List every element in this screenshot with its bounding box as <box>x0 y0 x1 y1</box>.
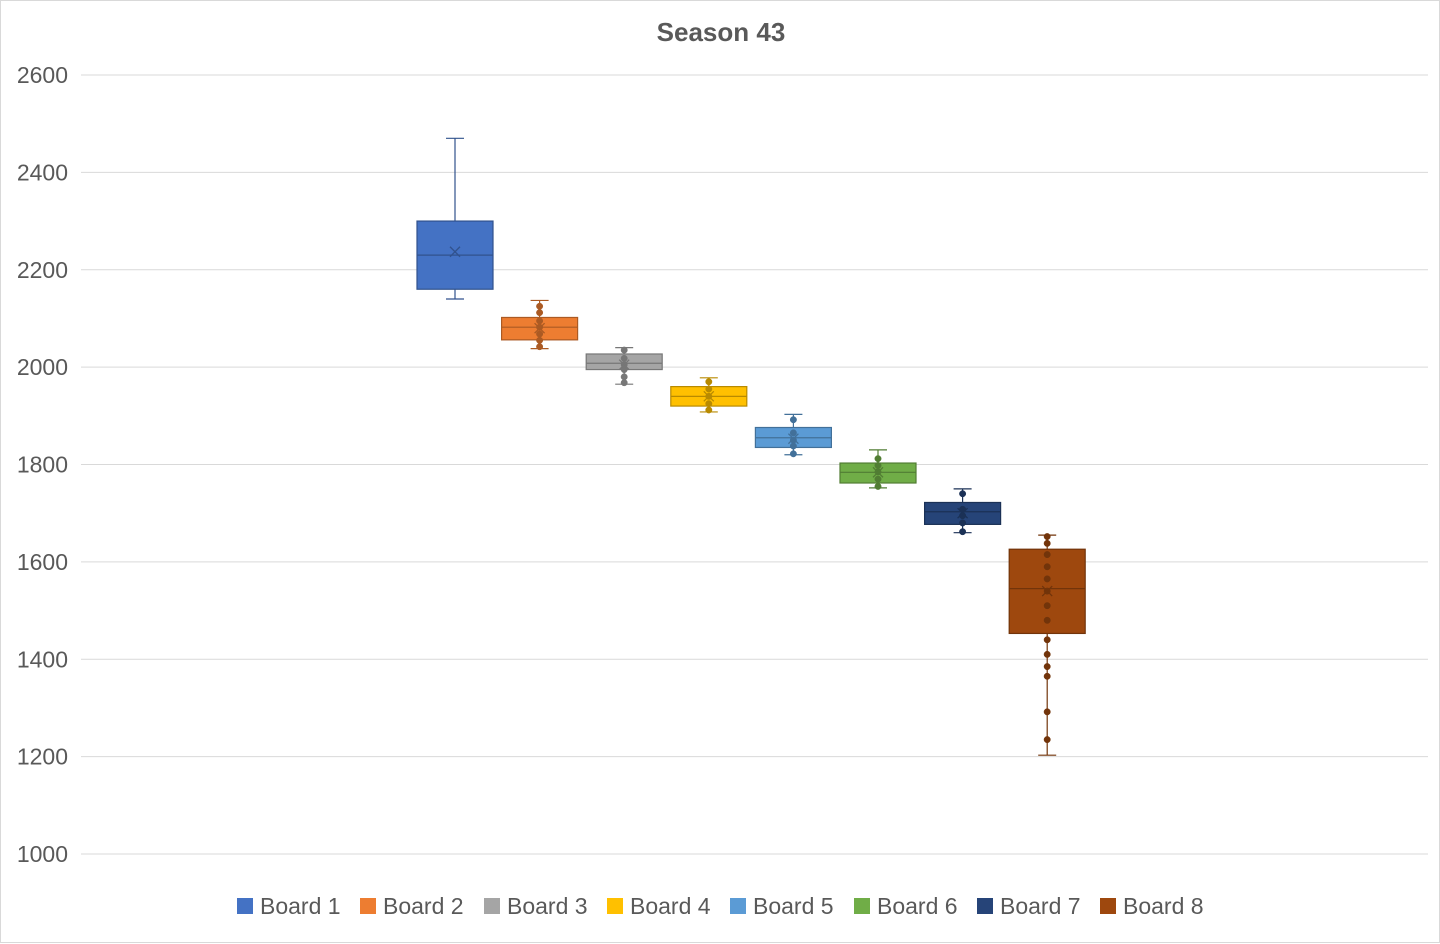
legend-item: Board 5 <box>730 893 834 919</box>
data-point <box>1043 551 1051 559</box>
data-point <box>1043 539 1051 547</box>
y-tick-label: 1400 <box>17 646 68 672</box>
data-point <box>1043 616 1051 624</box>
legend-label: Board 4 <box>630 893 711 919</box>
data-point <box>620 354 628 362</box>
legend-swatch <box>237 898 253 914</box>
data-point <box>1043 663 1051 671</box>
data-point <box>959 490 967 498</box>
data-point <box>536 323 544 331</box>
legend-swatch <box>607 898 623 914</box>
mean-marker <box>534 322 546 334</box>
mean-marker <box>957 507 969 519</box>
mean-marker <box>703 390 715 402</box>
box-series <box>585 346 663 387</box>
box-series <box>923 488 1002 536</box>
box-series <box>1008 533 1086 756</box>
legend-item: Board 8 <box>1100 893 1204 919</box>
data-point <box>536 302 544 310</box>
data-point <box>874 475 882 483</box>
legend-swatch <box>484 898 500 914</box>
data-point <box>1043 636 1051 644</box>
legend-swatch <box>977 898 993 914</box>
mean-marker <box>618 359 630 371</box>
data-point <box>1043 575 1051 583</box>
data-point <box>620 346 628 354</box>
data-point <box>705 385 713 393</box>
box-series <box>416 137 494 300</box>
box-series <box>839 449 917 490</box>
data-point <box>959 528 967 536</box>
y-tick-label: 1000 <box>17 841 68 867</box>
legend-label: Board 3 <box>507 893 588 919</box>
data-point <box>1043 650 1051 658</box>
data-point <box>536 317 544 325</box>
box-series <box>754 413 833 458</box>
data-point <box>536 336 544 344</box>
data-point <box>705 400 713 408</box>
data-point <box>536 309 544 317</box>
box-series <box>501 299 579 351</box>
data-point <box>789 436 797 444</box>
legend-swatch <box>854 898 870 914</box>
box-series-layer <box>416 137 1086 756</box>
data-point <box>874 462 882 469</box>
data-point <box>874 482 882 490</box>
legend-label: Board 7 <box>1000 893 1081 919</box>
data-point <box>1043 563 1051 571</box>
y-tick-label: 2200 <box>17 257 68 283</box>
legend-label: Board 8 <box>1123 893 1204 919</box>
legend-item: Board 6 <box>854 893 958 919</box>
data-point <box>620 373 628 381</box>
data-point <box>1043 672 1051 680</box>
data-point <box>874 455 882 463</box>
data-point <box>536 343 544 351</box>
data-point <box>789 442 797 450</box>
mean-marker <box>1041 585 1053 597</box>
data-point <box>1043 602 1051 610</box>
y-tick-label: 2000 <box>17 354 68 380</box>
data-point <box>1043 533 1051 541</box>
gridlines <box>81 74 1428 855</box>
data-point <box>959 519 967 527</box>
legend-label: Board 2 <box>383 893 464 919</box>
data-point <box>1043 708 1051 716</box>
box-series <box>670 377 748 414</box>
legend-swatch <box>360 898 376 914</box>
legend-item: Board 7 <box>977 893 1081 919</box>
data-point <box>705 378 713 386</box>
data-point <box>789 429 797 437</box>
legend-label: Board 5 <box>753 893 834 919</box>
y-tick-label: 2400 <box>17 159 68 185</box>
y-tick-label: 1800 <box>17 452 68 478</box>
y-tick-label: 1600 <box>17 549 68 575</box>
legend-item: Board 3 <box>484 893 588 919</box>
mean-marker <box>872 466 884 478</box>
legend-item: Board 1 <box>237 893 341 919</box>
legend-item: Board 4 <box>607 893 711 919</box>
y-tick-label: 2600 <box>17 62 68 88</box>
data-point <box>789 450 797 458</box>
data-point <box>620 379 628 387</box>
data-point <box>536 330 544 338</box>
legend-label: Board 6 <box>877 893 958 919</box>
data-point <box>789 416 797 424</box>
legend-swatch <box>730 898 746 914</box>
legend-label: Board 1 <box>260 893 341 919</box>
y-tick-label: 1200 <box>17 744 68 770</box>
legend: Board 1 Board 2 Board 3 Board 4 Board 5 Board… <box>237 893 1204 919</box>
y-axis-tick-labels: 1000 1200 1400 1600 1800 2000 2200 2400 2600 <box>17 62 68 867</box>
mean-marker <box>449 246 461 258</box>
data-point <box>1043 736 1051 744</box>
mean-marker <box>787 433 799 445</box>
data-point <box>705 406 713 414</box>
legend-swatch <box>1100 898 1116 914</box>
chart-title: Season 43 <box>657 17 786 47</box>
legend-item: Board 2 <box>360 893 464 919</box>
